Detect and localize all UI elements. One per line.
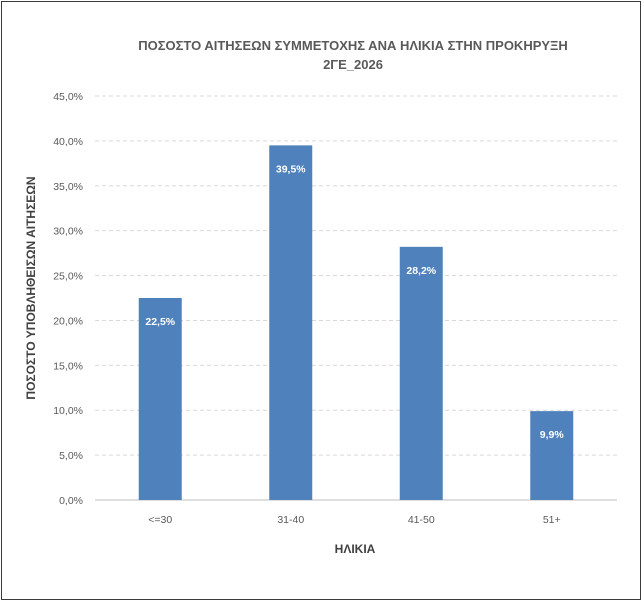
y-tick-label: 40,0% [53, 136, 83, 148]
chart-title: ΠΟΣΟΣΤΟ ΑΙΤΗΣΕΩΝ ΣΥΜΜΕΤΟΧΗΣ ΑΝΑ ΗΛΙΚΙΑ Σ… [138, 38, 568, 53]
x-axis-ticks: <=30 31-40 41-50 51+ [148, 514, 560, 526]
bar [138, 298, 182, 500]
y-axis-title: ΠΟΣΟΣΤΟ ΥΠΟΒΛΗΘΕΙΣΩΝ ΑΙΤΗΣΕΩΝ [24, 176, 38, 399]
y-tick-label: 0,0% [59, 495, 83, 507]
bar [530, 411, 574, 500]
y-tick-label: 20,0% [53, 315, 83, 327]
x-tick-label: <=30 [148, 514, 172, 526]
bar-data-label: 9,9% [540, 429, 565, 441]
y-tick-label: 35,0% [53, 181, 83, 193]
data-labels: 22,5% 39,5% 28,2% 9,9% [145, 163, 564, 441]
x-tick-label: 41-50 [408, 514, 435, 526]
bar [269, 145, 313, 500]
y-tick-label: 15,0% [53, 360, 83, 372]
y-tick-label: 45,0% [53, 91, 83, 103]
bar-data-label: 39,5% [276, 163, 306, 175]
bar [399, 246, 443, 500]
x-axis-title: ΗΛΙΚΙΑ [335, 542, 376, 556]
x-tick-label: 51+ [543, 514, 561, 526]
chart-subtitle: 2ΓΕ_2026 [323, 57, 383, 72]
y-tick-label: 25,0% [53, 271, 83, 283]
y-axis-ticks: 0,0% 5,0% 10,0% 15,0% 20,0% 25,0% 30,0% 35,0% 40… [53, 91, 83, 507]
bar-data-label: 28,2% [406, 265, 436, 277]
bars [138, 145, 574, 500]
gridlines [95, 95, 617, 501]
y-tick-label: 10,0% [53, 405, 83, 417]
bar-data-label: 22,5% [145, 316, 175, 328]
y-tick-label: 30,0% [53, 226, 83, 238]
x-tick-label: 31-40 [277, 514, 304, 526]
y-tick-label: 5,0% [59, 450, 83, 462]
